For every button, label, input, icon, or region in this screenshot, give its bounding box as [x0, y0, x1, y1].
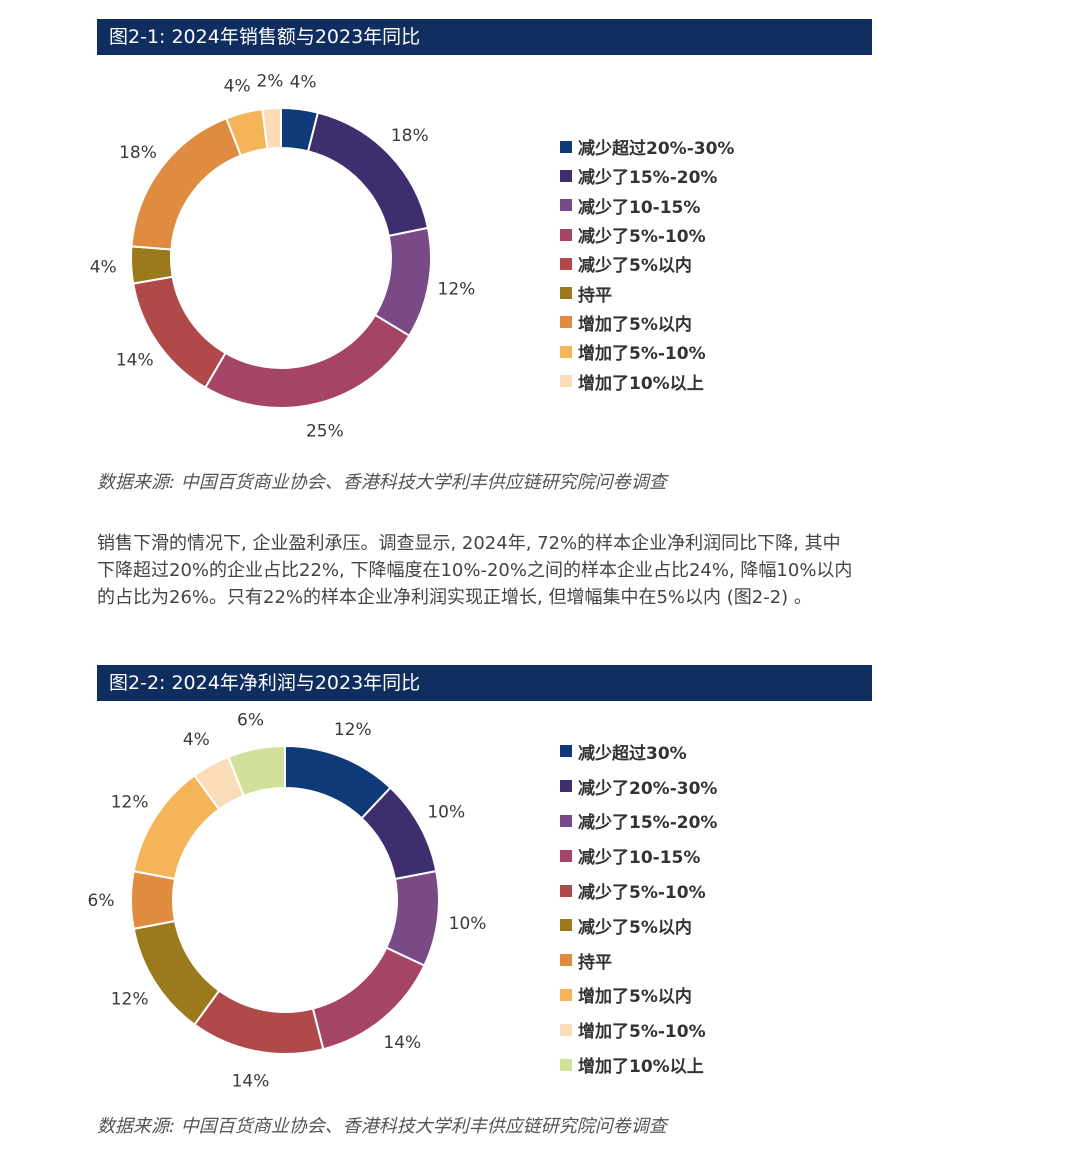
data-label-9: 6% [237, 710, 264, 730]
legend-swatch [560, 884, 572, 897]
legend-item: 持平 [560, 943, 717, 978]
donut-slice-9 [227, 744, 286, 798]
legend-swatch [560, 345, 572, 358]
legend-swatch [560, 140, 572, 153]
legend-label: 持平 [578, 952, 612, 973]
legend-label: 减少了10-15% [578, 848, 701, 869]
data-label-3: 14% [383, 1033, 421, 1053]
legend-label: 减少了15%-20% [578, 813, 718, 834]
legend-swatch [560, 849, 572, 862]
data-label-1: 18% [391, 126, 429, 146]
legend-label: 增加了10%以上 [578, 1057, 704, 1078]
legend-item: 减少超过30% [560, 734, 717, 769]
legend-item: 减少超过20%-30% [560, 132, 734, 161]
figure2-donut-chart: 12% 10% 10% 14% 14% 12% 6% 12% 4% 6% [88, 710, 487, 1092]
legend-swatch [560, 228, 572, 241]
legend-item: 增加了5%-10% [560, 337, 734, 366]
legend-label: 减少超过20%-30% [578, 139, 735, 160]
legend-label: 增加了10%以上 [578, 373, 704, 394]
data-label-0: 4% [290, 72, 317, 92]
legend-label: 减少超过30% [578, 743, 687, 764]
donut-slice-4 [132, 275, 227, 389]
legend-swatch [560, 375, 572, 388]
legend-label: 减少了5%-10% [578, 227, 706, 248]
legend-item: 减少了10-15% [560, 191, 734, 220]
data-label-8: 2% [256, 71, 283, 91]
donut-slice-6 [130, 869, 177, 931]
data-label-0: 12% [334, 720, 372, 740]
data-label-7: 12% [111, 792, 149, 812]
figure1-legend: 减少超过20%-30% 减少了15%-20% 减少了10-15% 减少了5%-10% 减… [560, 132, 734, 396]
legend-label: 增加了5%-10% [578, 344, 706, 365]
figure2-header: 图2-2: 2024年净利润与2023年同比 [97, 665, 872, 701]
legend-item: 持平 [560, 278, 734, 307]
figure1-header: 图2-1: 2024年销售额与2023年同比 [97, 19, 872, 55]
data-label-4: 14% [232, 1072, 270, 1092]
legend-label: 增加了5%以内 [578, 314, 692, 335]
legend-swatch [560, 316, 572, 329]
data-label-1: 10% [427, 802, 465, 822]
legend-swatch [560, 287, 572, 300]
figure2-source: 数据来源: 中国百货商业协会、香港科技大学利丰供应链研究院问卷调查 [97, 1116, 667, 1137]
legend-label: 减少了5%以内 [578, 917, 692, 938]
legend-swatch [560, 1023, 572, 1036]
legend-item: 减少了5%-10% [560, 220, 734, 249]
legend-label: 减少了5%以内 [578, 256, 692, 277]
data-label-6: 18% [119, 143, 157, 163]
donut-slice-5 [130, 245, 174, 285]
data-label-6: 6% [88, 891, 115, 911]
legend-swatch [560, 257, 572, 270]
legend-item: 增加了5%以内 [560, 308, 734, 337]
legend-label: 减少了20%-30% [578, 778, 718, 799]
legend-item: 增加了5%以内 [560, 978, 717, 1013]
legend-label: 增加了5%以内 [578, 987, 692, 1008]
legend-item: 减少了10-15% [560, 838, 717, 873]
donut-slice-8 [261, 106, 282, 150]
body-paragraph: 销售下滑的情况下, 企业盈利承压。调查显示, 2024年, 72%的样本企业净利… [97, 533, 853, 608]
legend-label: 增加了5%-10% [578, 1022, 706, 1043]
legend-label: 减少了15%-20% [578, 168, 718, 189]
legend-item: 减少了20%-30% [560, 769, 717, 804]
legend-item: 减少了5%以内 [560, 249, 734, 278]
data-label-2: 12% [438, 279, 476, 299]
legend-label: 减少了5%-10% [578, 883, 706, 904]
legend-swatch [560, 745, 572, 758]
data-label-5: 12% [111, 990, 149, 1010]
donut-slice-6 [130, 117, 243, 251]
data-label-8: 4% [183, 730, 210, 750]
legend-item: 减少了5%-10% [560, 873, 717, 908]
legend-item: 增加了5%-10% [560, 1012, 717, 1047]
legend-swatch [560, 919, 572, 932]
legend-swatch [560, 169, 572, 182]
legend-item: 增加了10%以上 [560, 366, 734, 395]
legend-swatch [560, 199, 572, 212]
legend-swatch [560, 988, 572, 1001]
data-label-4: 14% [116, 350, 154, 370]
data-label-7: 4% [224, 76, 251, 96]
figure2-legend: 减少超过30% 减少了20%-30% 减少了15%-20% 减少了10-15% 减少了5… [560, 734, 717, 1082]
figure1-donut-chart: 4%18%12%25%14%4%18%4% 2% [90, 71, 476, 442]
donut-slice-4 [193, 989, 325, 1055]
figure1-source: 数据来源: 中国百货商业协会、香港科技大学利丰供应链研究院问卷调查 [97, 472, 667, 493]
legend-item: 减少了15%-20% [560, 804, 717, 839]
legend-item: 减少了15%-20% [560, 161, 734, 190]
legend-label: 减少了10-15% [578, 197, 701, 218]
legend-item: 增加了10%以上 [560, 1047, 717, 1082]
donut-slice-3 [203, 313, 411, 409]
legend-swatch [560, 780, 572, 793]
legend-label: 持平 [578, 285, 612, 306]
legend-swatch [560, 954, 572, 967]
legend-swatch [560, 1058, 572, 1071]
legend-swatch [560, 814, 572, 827]
data-label-3: 25% [306, 422, 344, 442]
legend-item: 减少了5%以内 [560, 908, 717, 943]
data-label-5: 4% [90, 257, 117, 277]
data-label-2: 10% [449, 914, 487, 934]
